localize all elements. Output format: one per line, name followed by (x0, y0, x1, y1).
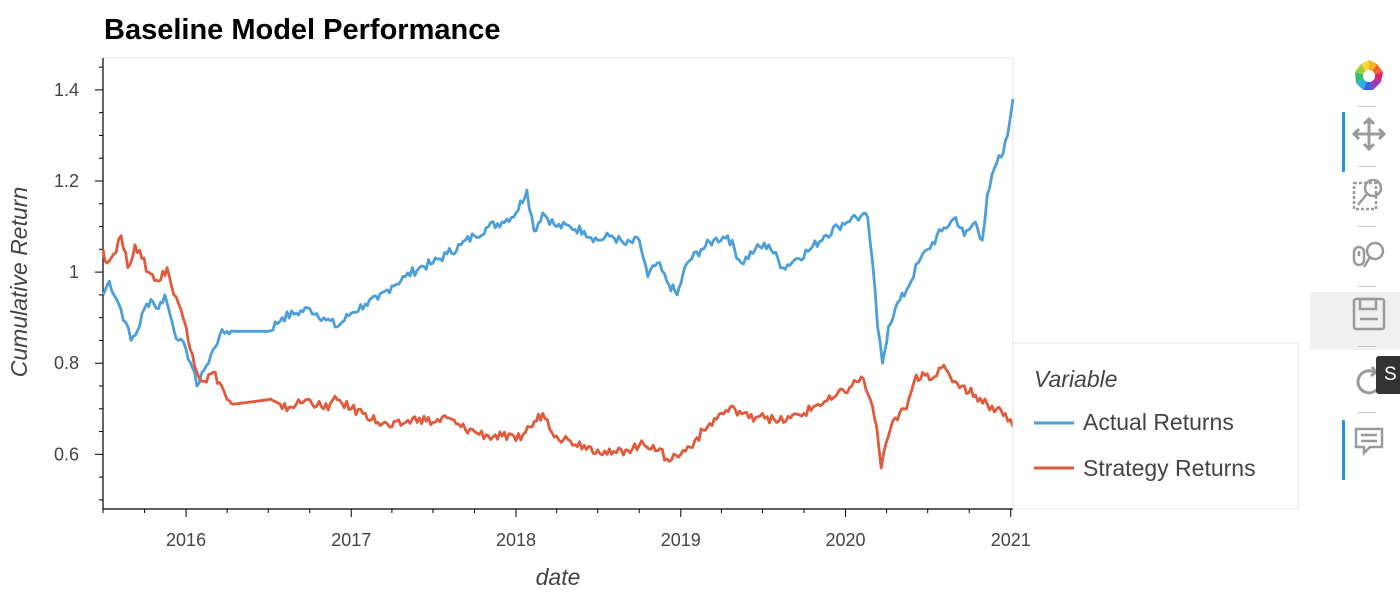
legend-label-strategy: Strategy Returns (1083, 455, 1256, 481)
y-tick-label: 0.8 (54, 353, 79, 373)
series-line-strategy-returns (101, 234, 1015, 470)
legend: Variable Actual Returns Strategy Returns (1012, 342, 1299, 510)
x-tick-label: 2016 (166, 530, 206, 550)
series-lines (101, 98, 1015, 470)
y-tick-label: 1 (69, 262, 79, 282)
x-tick-label: 2021 (991, 530, 1031, 550)
pan-icon[interactable] (1342, 110, 1394, 172)
toolbar (1336, 52, 1400, 492)
bokeh-logo-icon[interactable] (1344, 52, 1394, 100)
x-tick-label: 2018 (496, 530, 536, 550)
tool-tooltip: S (1376, 356, 1400, 394)
legend-box (1012, 342, 1299, 510)
legend-label-actual: Actual Returns (1083, 409, 1234, 435)
y-tick-label: 1.2 (54, 171, 79, 191)
x-tick-label: 2020 (826, 530, 866, 550)
plot-frame (102, 57, 1014, 510)
series-line-actual-returns (101, 98, 1015, 388)
chart-title: Baseline Model Performance (104, 14, 501, 46)
y-axis-ticks: 0.6 0.8 1 1.2 1.4 (54, 66, 103, 501)
y-tick-label: 0.6 (54, 444, 79, 464)
box-zoom-icon[interactable] (1344, 170, 1394, 218)
y-tick-label: 1.4 (54, 80, 79, 100)
y-axis-title: Cumulative Return (6, 187, 32, 377)
hover-icon[interactable] (1342, 418, 1394, 480)
legend-title: Variable (1034, 366, 1118, 392)
x-tick-label: 2019 (661, 530, 701, 550)
x-axis-title: date (536, 564, 581, 590)
save-icon[interactable] (1344, 290, 1394, 338)
x-axis-ticks: 2016 2017 2018 2019 2020 2021 (102, 509, 1031, 550)
wheel-zoom-icon[interactable] (1344, 230, 1394, 278)
x-tick-label: 2017 (331, 530, 371, 550)
